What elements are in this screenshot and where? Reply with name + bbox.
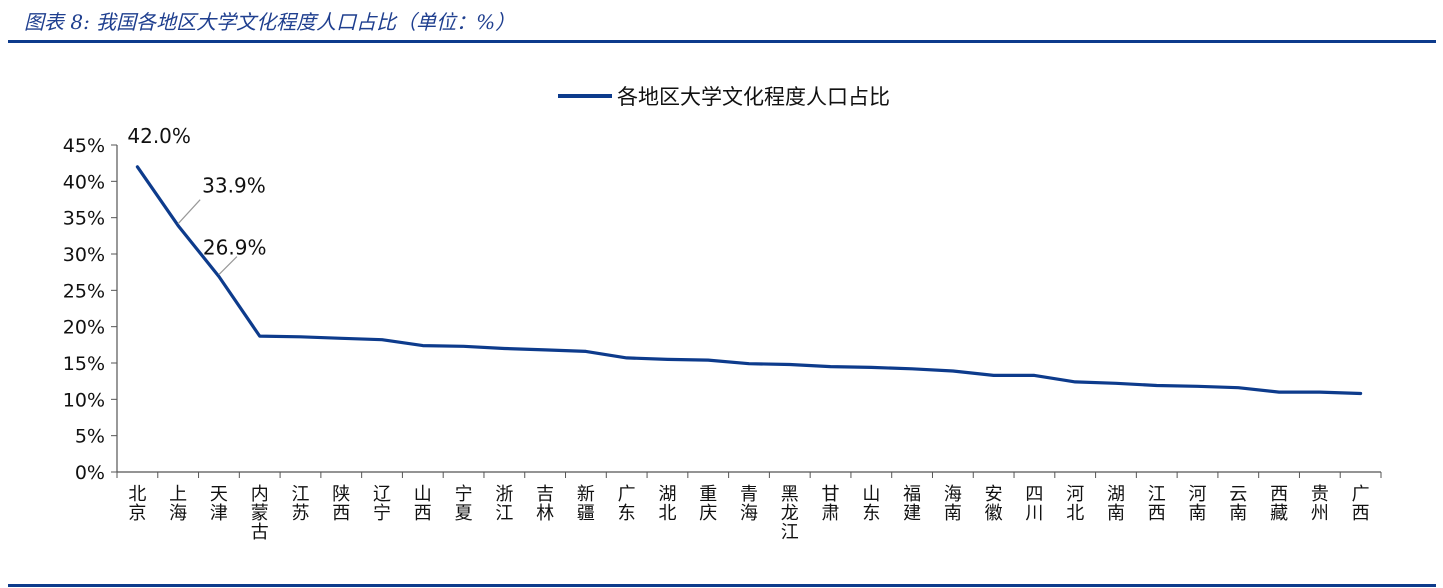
x-tick-label: 云南 [1229,484,1247,524]
y-tick-label: 35% [63,208,105,230]
x-tick-label: 广西 [1352,484,1370,524]
data-label: 26.9% [203,236,267,260]
y-tick-label: 5% [75,426,105,448]
x-tick-label: 安徽 [985,484,1003,524]
x-tick-label: 重庆 [699,484,717,524]
x-tick-label: 福建 [903,484,921,524]
x-tick-label: 山东 [862,484,880,524]
x-tick-label: 上海 [169,484,187,524]
x-tick-label: 辽宁 [373,484,391,524]
chart-axes [111,144,1382,478]
x-tick-label: 四川 [1025,484,1043,524]
x-tick-label: 青海 [740,484,758,524]
x-tick-label: 甘肃 [822,484,840,524]
x-tick-label: 江苏 [291,484,309,524]
chart-legend: 各地区大学文化程度人口占比 [558,85,890,109]
y-tick-label: 40% [63,171,105,193]
data-label: 42.0% [127,124,191,148]
legend-label: 各地区大学文化程度人口占比 [617,85,890,109]
y-tick-label: 20% [63,317,105,339]
x-tick-label: 海南 [944,484,962,524]
y-tick-label: 45% [63,135,105,157]
data-labels: 42.0% 33.9% 26.9% [127,124,266,275]
x-tick-label: 湖北 [658,484,676,524]
x-tick-label: 黑龙江 [781,484,799,543]
x-tick-label: 湖南 [1107,484,1125,524]
x-tick-label: 西藏 [1270,484,1288,524]
x-tick-label: 北京 [128,484,146,524]
x-tick-label: 河北 [1066,484,1084,524]
series-lines [135,165,1363,396]
x-tick-label: 新疆 [577,484,595,524]
x-tick-label: 浙江 [495,484,513,524]
y-tick-label: 10% [63,389,105,411]
x-tick-label: 广东 [618,484,636,524]
header-divider [8,40,1436,43]
x-tick-label: 河南 [1189,484,1207,524]
y-tick-label: 30% [63,244,105,266]
y-tick-label: 15% [63,353,105,375]
y-tick-label: 25% [63,280,105,302]
y-tick-label: 0% [75,462,105,484]
x-tick-label: 江西 [1148,484,1166,524]
figure-title: 图表 8: 我国各地区大学文化程度人口占比（单位：%） [24,10,516,34]
x-tick-label: 宁夏 [455,484,473,524]
x-tick-label: 内蒙古 [251,484,269,543]
footer-divider [8,584,1436,587]
data-label-leader [177,199,201,225]
x-tick-label: 贵州 [1311,484,1329,524]
data-label: 33.9% [202,174,266,198]
report-header: 图表 8: 我国各地区大学文化程度人口占比（单位：%） [0,0,1443,43]
x-tick-label: 吉林 [536,484,554,524]
x-tick-label: 陕西 [332,484,350,524]
data-label-leader [218,256,238,275]
x-tick-label: 山西 [414,484,432,524]
y-axis-tick-labels: 0% 5% 10% 15% 20% 25% 30% 35% 40% 45% [63,135,105,484]
series-line [135,165,1363,396]
x-tick-label: 天津 [210,484,228,524]
